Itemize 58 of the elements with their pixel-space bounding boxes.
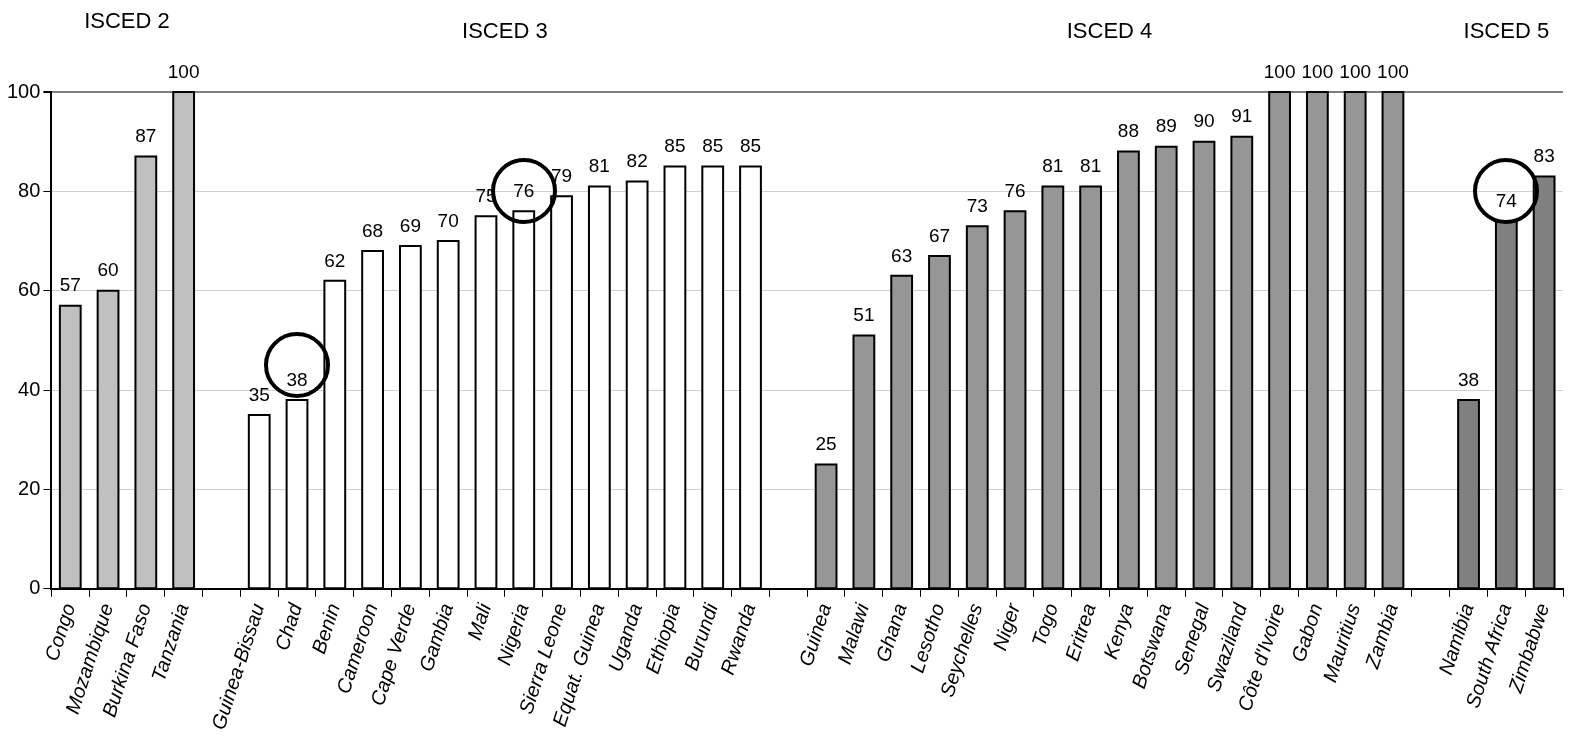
data-label: 67 xyxy=(928,224,951,246)
x-tick-label: Gambia xyxy=(414,600,458,675)
data-label: 51 xyxy=(853,304,875,326)
data-label: 68 xyxy=(362,219,384,241)
y-tick-label: 100 xyxy=(6,79,41,102)
data-label: 35 xyxy=(248,383,270,405)
data-label: 85 xyxy=(664,135,686,157)
y-tick-label: 80 xyxy=(18,178,41,201)
data-label: 25 xyxy=(815,433,837,455)
data-label: 79 xyxy=(550,165,573,187)
data-label: 85 xyxy=(739,135,762,157)
data-label: 38 xyxy=(286,368,308,390)
x-tick-label: Burundi xyxy=(679,600,722,674)
data-label: 100 xyxy=(167,60,200,82)
x-tick-label: Chad xyxy=(270,599,307,653)
text: ISCED 5 xyxy=(1463,18,1550,44)
x-tick-label: Kenya xyxy=(1099,600,1138,662)
x-tick-label: Benin xyxy=(307,600,344,657)
data-label: 38 xyxy=(1457,368,1480,390)
data-label: 89 xyxy=(1155,115,1177,137)
data-label: 81 xyxy=(1080,155,1102,177)
y-tick-label: 20 xyxy=(18,476,41,499)
data-label: 62 xyxy=(324,249,346,271)
x-tick-label: Togo xyxy=(1027,600,1062,650)
data-label: 69 xyxy=(399,214,421,236)
data-label: 83 xyxy=(1533,145,1555,167)
data-label: 63 xyxy=(891,244,913,266)
data-label: 87 xyxy=(135,125,157,147)
data-label: 100 xyxy=(1377,60,1409,82)
data-label: 73 xyxy=(966,194,988,216)
data-label: 100 xyxy=(1339,60,1372,82)
text: ISCED 4 xyxy=(1066,18,1153,44)
data-label: 82 xyxy=(626,150,648,172)
x-tick-label: Niger xyxy=(988,599,1025,653)
x-tick-label: Eritrea xyxy=(1060,600,1100,664)
y-tick-label: 60 xyxy=(18,278,41,301)
x-tick-label: Gabon xyxy=(1286,600,1327,665)
data-label: 60 xyxy=(97,259,119,281)
data-label: 91 xyxy=(1231,105,1253,127)
y-tick-label: 40 xyxy=(18,377,41,400)
data-label: 88 xyxy=(1117,120,1139,142)
text: ISCED 3 xyxy=(462,18,548,44)
data-label: 81 xyxy=(1042,155,1064,177)
data-label: 81 xyxy=(588,155,610,177)
x-tick-label: Ghana xyxy=(871,600,911,665)
data-label: 100 xyxy=(1263,60,1296,82)
data-label: 74 xyxy=(1495,189,1518,211)
data-label: 100 xyxy=(1301,60,1334,82)
data-label: 85 xyxy=(702,135,724,157)
data-label: 76 xyxy=(1004,179,1026,201)
data-label: 76 xyxy=(513,179,535,201)
y-tick-label: 0 xyxy=(29,576,41,599)
text: ISCED 2 xyxy=(84,8,170,34)
data-label: 70 xyxy=(437,209,459,231)
x-tick-label: Zambia xyxy=(1360,600,1403,672)
x-tick-label: Mali xyxy=(462,600,496,643)
data-label: 90 xyxy=(1193,110,1215,132)
data-label: 57 xyxy=(59,274,81,296)
